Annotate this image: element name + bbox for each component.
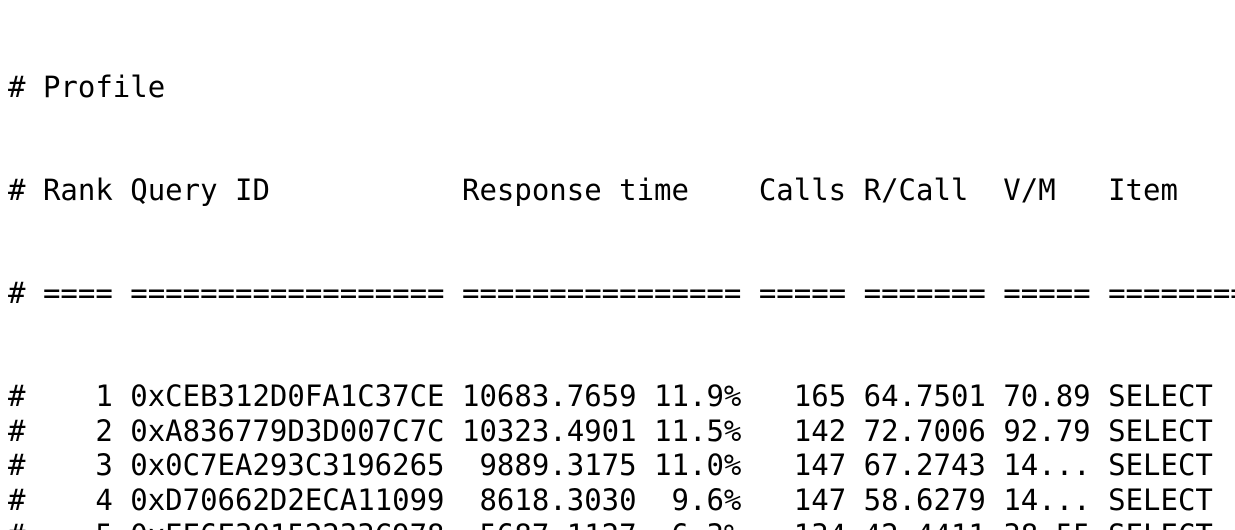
- cell-response-pct: 9.6%: [654, 483, 742, 518]
- separator-segment: =====: [1003, 275, 1091, 310]
- separator-segment: ==================: [130, 275, 445, 310]
- cell-query-id: 0xCEB312D0FA1C37CE: [130, 378, 445, 413]
- comment-prefix: #: [8, 413, 26, 448]
- cell-rank: 4: [42, 483, 113, 518]
- cell-r-call: 58.6279: [863, 483, 986, 518]
- cell-calls: 147: [758, 483, 847, 518]
- terminal-output: # Profile # Rank Query ID Response time …: [8, 2, 1235, 530]
- cell-item: SELECT: [1108, 413, 1213, 448]
- cell-calls: 165: [758, 378, 847, 413]
- table-row: # 4 0xD70662D2ECA11099 8618.3030 9.6% 14…: [8, 483, 1235, 518]
- table-row: # 1 0xCEB312D0FA1C37CE 10683.7659 11.9% …: [8, 379, 1235, 414]
- cell-r-call: 42.4411: [864, 518, 986, 530]
- comment-prefix: #: [8, 483, 26, 518]
- table-row: # 2 0xA836779D3D007C7C 10323.4901 11.5% …: [8, 414, 1235, 449]
- cell-r-call: 64.7501: [863, 378, 986, 413]
- comment-prefix: #: [8, 378, 26, 413]
- cell-response-pct: 6.3%: [654, 518, 742, 530]
- table-header: # Rank Query ID Response time Calls R/Ca…: [8, 173, 1235, 208]
- cell-item: SELECT: [1108, 448, 1213, 483]
- comment-prefix: #: [8, 172, 26, 207]
- comment-prefix: #: [8, 448, 26, 483]
- header-r-call: R/Call: [863, 172, 986, 207]
- cell-v-m: 14...: [1003, 448, 1091, 483]
- table-separator: # ==== ================== ==============…: [8, 276, 1235, 311]
- cell-rank: 5: [43, 518, 112, 530]
- cell-v-m: 14...: [1003, 483, 1091, 518]
- cell-query-id: 0xA836779D3D007C7C: [130, 413, 445, 448]
- cell-rank: 3: [42, 448, 113, 483]
- cell-query-id: 0xEE6E30152233C978: [130, 518, 444, 530]
- cell-v-m: 92.79: [1003, 413, 1091, 448]
- cell-response-time: 8618.3030: [462, 483, 637, 518]
- cell-response-time: 5687.1127: [462, 518, 636, 530]
- cell-response-time: 10683.7659: [462, 378, 637, 413]
- separator-segment: =======: [863, 275, 986, 310]
- cell-item: SELECT: [1108, 378, 1213, 413]
- comment-prefix: #: [8, 70, 26, 104]
- separator-segment: =============: [1108, 275, 1235, 310]
- cell-v-m: 70.89: [1003, 378, 1091, 413]
- header-rank: Rank: [42, 172, 113, 207]
- table-row: # 5 0xEE6E30152233C978 5687.1127 6.3% 13…: [8, 518, 1235, 530]
- cell-calls: 134: [759, 518, 846, 530]
- cell-v-m: 38.55: [1003, 518, 1090, 530]
- cell-r-call: 72.7006: [863, 413, 986, 448]
- comment-prefix: #: [8, 275, 26, 310]
- separator-segment: =====: [758, 275, 847, 310]
- table-body: # 1 0xCEB312D0FA1C37CE 10683.7659 11.9% …: [8, 379, 1235, 530]
- cell-response-time: 10323.4901: [462, 413, 637, 448]
- cell-response-pct: 11.9%: [654, 378, 742, 413]
- cell-calls: 147: [758, 448, 847, 483]
- header-item: Item: [1108, 172, 1178, 207]
- table-row: # 3 0x0C7EA293C3196265 9889.3175 11.0% 1…: [8, 448, 1235, 483]
- separator-segment: ====: [42, 275, 113, 310]
- cell-response-pct: 11.0%: [654, 448, 742, 483]
- separator-segment: ================: [462, 275, 742, 310]
- cell-query-id: 0xD70662D2ECA11099: [130, 483, 445, 518]
- cell-query-id: 0x0C7EA293C3196265: [130, 448, 445, 483]
- cell-r-call: 67.2743: [863, 448, 986, 483]
- header-v-m: V/M: [1003, 172, 1091, 207]
- cell-response-time: 9889.3175: [462, 448, 637, 483]
- comment-prefix: #: [8, 518, 25, 530]
- cell-item: SELECT: [1108, 518, 1213, 530]
- cell-response-pct: 11.5%: [654, 413, 742, 448]
- cell-item: SELECT: [1108, 483, 1213, 518]
- profile-heading: Profile: [42, 70, 166, 104]
- header-query-id: Query ID: [130, 172, 445, 207]
- cell-rank: 1: [42, 378, 113, 413]
- cell-calls: 142: [758, 413, 847, 448]
- header-calls: Calls: [758, 172, 847, 207]
- cell-rank: 2: [42, 413, 113, 448]
- profile-heading-line: # Profile: [8, 70, 1235, 105]
- header-response-time: Response time: [462, 172, 742, 207]
